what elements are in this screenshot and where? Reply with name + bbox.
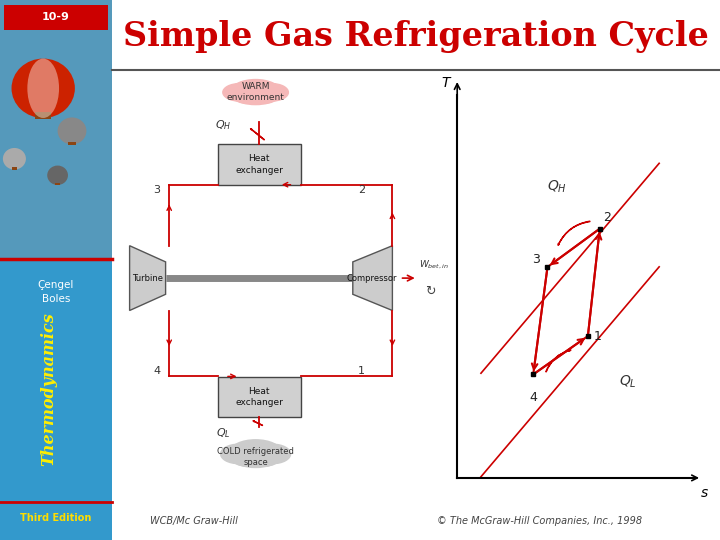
FancyBboxPatch shape xyxy=(217,377,301,417)
Ellipse shape xyxy=(222,83,256,102)
Bar xyxy=(0,259,112,540)
Text: Çengel
Boles: Çengel Boles xyxy=(37,280,74,303)
Text: WCB/Mc Graw-Hill: WCB/Mc Graw-Hill xyxy=(150,516,238,526)
Bar xyxy=(12,167,17,170)
Bar xyxy=(68,141,76,145)
Ellipse shape xyxy=(48,166,68,185)
FancyBboxPatch shape xyxy=(217,145,301,185)
Text: $W_{bet, in}$: $W_{bet, in}$ xyxy=(419,259,449,271)
Ellipse shape xyxy=(248,89,278,104)
Text: 4: 4 xyxy=(529,391,537,404)
Text: WARM
environment: WARM environment xyxy=(227,82,284,102)
Text: Simple Gas Refrigeration Cycle: Simple Gas Refrigeration Cycle xyxy=(123,20,708,53)
Text: $Q_L$: $Q_L$ xyxy=(619,374,637,390)
Bar xyxy=(112,0,720,70)
Text: $Q_H$: $Q_H$ xyxy=(547,178,567,195)
Ellipse shape xyxy=(27,59,59,118)
Bar xyxy=(112,70,720,502)
Text: 1: 1 xyxy=(358,366,365,376)
Text: $Q_H$: $Q_H$ xyxy=(215,118,231,132)
Text: 3: 3 xyxy=(531,253,539,266)
Text: Thermodynamics: Thermodynamics xyxy=(40,312,57,465)
Bar xyxy=(0,0,112,259)
Text: 4: 4 xyxy=(153,366,161,376)
Text: $\circlearrowright$: $\circlearrowright$ xyxy=(423,285,436,298)
Ellipse shape xyxy=(255,83,289,102)
Ellipse shape xyxy=(248,450,280,467)
Ellipse shape xyxy=(12,59,75,118)
Bar xyxy=(55,183,60,185)
Bar xyxy=(4,5,108,30)
Polygon shape xyxy=(130,246,166,310)
Polygon shape xyxy=(353,246,392,310)
Text: 2: 2 xyxy=(603,211,611,224)
Ellipse shape xyxy=(230,439,282,464)
Ellipse shape xyxy=(233,89,264,104)
Text: 10-9: 10-9 xyxy=(42,12,70,22)
Text: COLD refrigerated
space: COLD refrigerated space xyxy=(217,447,294,468)
Ellipse shape xyxy=(58,118,86,145)
Ellipse shape xyxy=(231,450,264,467)
Text: 3: 3 xyxy=(153,185,161,195)
Text: Heat
exchanger: Heat exchanger xyxy=(235,154,283,175)
Text: Third Edition: Third Edition xyxy=(20,514,91,523)
Text: Turbine: Turbine xyxy=(132,274,163,282)
Ellipse shape xyxy=(254,443,292,464)
Ellipse shape xyxy=(234,451,277,468)
Text: s: s xyxy=(701,486,708,500)
Text: 1: 1 xyxy=(593,329,601,342)
Ellipse shape xyxy=(231,79,280,102)
Ellipse shape xyxy=(3,148,26,170)
Text: Compressor: Compressor xyxy=(347,274,397,282)
Text: $Q_L$: $Q_L$ xyxy=(216,426,230,440)
Text: 2: 2 xyxy=(358,185,365,195)
Ellipse shape xyxy=(220,443,257,464)
Bar xyxy=(35,112,51,119)
Ellipse shape xyxy=(235,90,276,105)
Text: T: T xyxy=(441,76,449,90)
Text: Heat
exchanger: Heat exchanger xyxy=(235,387,283,407)
Text: © The McGraw-Hill Companies, Inc., 1998: © The McGraw-Hill Companies, Inc., 1998 xyxy=(438,516,642,526)
